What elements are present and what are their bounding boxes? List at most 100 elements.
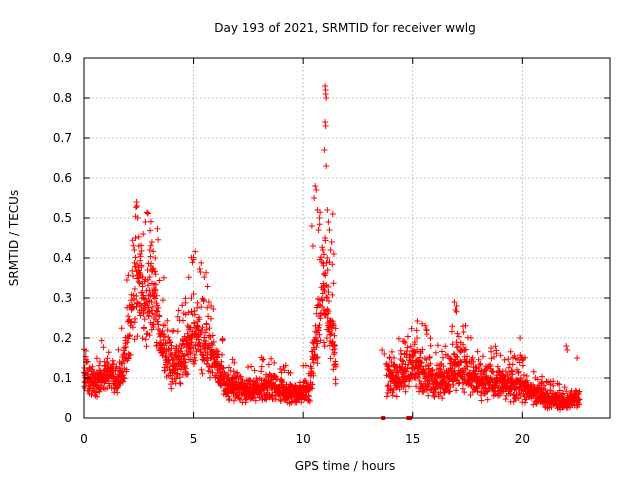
data-point bbox=[192, 248, 199, 255]
data-point bbox=[134, 203, 140, 209]
data-point bbox=[305, 393, 312, 400]
data-point bbox=[200, 298, 207, 304]
y-tick-label: 0.7 bbox=[53, 131, 72, 145]
y-tick-labels: 0 0.1 0.2 0.3 0.4 0.5 0.6 0.7 0.8 0.9 bbox=[53, 51, 72, 425]
data-point bbox=[131, 286, 138, 292]
data-point bbox=[325, 283, 332, 290]
data-point bbox=[114, 389, 121, 396]
data-point bbox=[423, 327, 430, 334]
data-point bbox=[268, 355, 275, 362]
data-point bbox=[147, 263, 154, 269]
data-point bbox=[322, 119, 329, 125]
data-point bbox=[105, 349, 112, 356]
data-point bbox=[130, 242, 137, 249]
data-point bbox=[161, 333, 168, 340]
data-point bbox=[208, 303, 215, 309]
data-point bbox=[198, 304, 205, 310]
data-point bbox=[190, 291, 197, 297]
data-point bbox=[170, 356, 177, 363]
data-point bbox=[113, 363, 120, 370]
data-point bbox=[202, 329, 209, 336]
data-point bbox=[314, 354, 321, 361]
data-point bbox=[204, 283, 211, 290]
data-point bbox=[152, 271, 159, 278]
data-point bbox=[325, 289, 332, 296]
data-point bbox=[330, 251, 337, 257]
data-point bbox=[417, 350, 424, 357]
data-point bbox=[441, 389, 448, 396]
data-point bbox=[204, 345, 211, 352]
data-point bbox=[265, 361, 272, 368]
data-point bbox=[207, 374, 213, 381]
data-point bbox=[475, 356, 482, 363]
data-point bbox=[194, 323, 201, 330]
data-point bbox=[325, 298, 332, 305]
data-point bbox=[319, 303, 326, 310]
data-point bbox=[160, 274, 167, 281]
data-point bbox=[561, 384, 568, 391]
data-point bbox=[503, 386, 510, 393]
data-point bbox=[158, 341, 165, 348]
data-point bbox=[231, 397, 237, 404]
data-point bbox=[429, 366, 436, 373]
data-point bbox=[542, 386, 549, 392]
data-point bbox=[167, 372, 174, 379]
data-point bbox=[134, 215, 141, 221]
data-point bbox=[315, 301, 322, 308]
data-point bbox=[540, 382, 547, 389]
data-point bbox=[414, 346, 421, 353]
data-point bbox=[308, 223, 315, 229]
data-point bbox=[439, 348, 445, 355]
data-point bbox=[137, 312, 144, 319]
data-point bbox=[279, 379, 286, 386]
data-point bbox=[252, 397, 259, 404]
data-point bbox=[147, 227, 153, 234]
data-point bbox=[148, 239, 155, 245]
y-tick-label: 0.3 bbox=[53, 291, 72, 305]
data-point bbox=[556, 381, 563, 388]
data-point bbox=[507, 390, 514, 397]
data-point bbox=[576, 388, 583, 395]
x-tick-label: 15 bbox=[405, 432, 420, 446]
data-point bbox=[327, 355, 334, 362]
data-point bbox=[214, 353, 221, 360]
data-point bbox=[282, 362, 289, 369]
data-point bbox=[154, 225, 161, 232]
data-point bbox=[318, 310, 324, 316]
data-point bbox=[512, 385, 519, 392]
data-point bbox=[201, 274, 208, 281]
data-point bbox=[203, 269, 210, 276]
data-point bbox=[281, 367, 288, 374]
data-point bbox=[330, 280, 337, 287]
data-point bbox=[270, 381, 277, 388]
data-point bbox=[118, 325, 125, 332]
data-point bbox=[169, 328, 176, 335]
data-point bbox=[390, 354, 397, 361]
data-point bbox=[123, 277, 130, 283]
data-point bbox=[315, 227, 322, 233]
data-point bbox=[315, 327, 322, 334]
data-point bbox=[509, 368, 516, 375]
data-point bbox=[203, 326, 210, 333]
data-point bbox=[461, 376, 468, 382]
data-point bbox=[384, 383, 391, 390]
data-point bbox=[141, 305, 148, 312]
data-point bbox=[167, 351, 174, 357]
data-point bbox=[326, 259, 333, 265]
data-point bbox=[316, 331, 323, 338]
data-point bbox=[192, 357, 199, 364]
data-point bbox=[470, 358, 477, 365]
data-point bbox=[454, 354, 461, 361]
data-point bbox=[317, 337, 324, 344]
data-point bbox=[325, 308, 332, 314]
data-point bbox=[129, 324, 136, 331]
data-point bbox=[574, 355, 581, 361]
data-point bbox=[131, 296, 137, 303]
data-point bbox=[515, 368, 522, 375]
data-point bbox=[159, 328, 166, 335]
data-point bbox=[333, 363, 339, 370]
data-point bbox=[539, 373, 545, 380]
data-point bbox=[189, 259, 196, 266]
data-point bbox=[199, 370, 206, 377]
data-point bbox=[560, 390, 566, 397]
